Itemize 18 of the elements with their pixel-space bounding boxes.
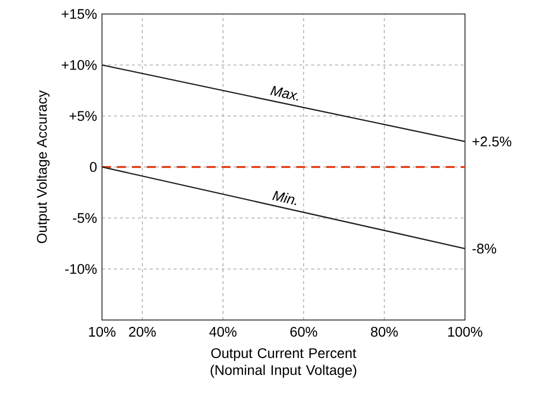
x-tick-label: 60% [290, 326, 318, 337]
y-tick-label: +10% [62, 60, 97, 70]
x-axis-title: Output Current Percent (Nominal Input Voltage) [210, 348, 356, 378]
x-tick-label: 20% [129, 326, 156, 337]
annotation: +2.5% [472, 136, 512, 146]
x-tick-label: 10% [89, 326, 116, 337]
text: Max. [270, 86, 298, 101]
y-tick-label: 0 [90, 162, 97, 172]
y-tick-label: -5% [72, 213, 97, 223]
y-tick-label: +5% [70, 111, 97, 121]
x-tick-label: 100% [448, 326, 482, 337]
y-tick-label: -10% [65, 264, 97, 274]
annotation: -8% [472, 244, 496, 254]
x-tick-label: 40% [209, 326, 236, 337]
text: Min. [272, 190, 296, 206]
x-tick-label: 80% [370, 326, 398, 337]
y-axis-title: Output Voltage Accuracy [36, 90, 50, 244]
y-tick-label: +15% [62, 9, 97, 19]
